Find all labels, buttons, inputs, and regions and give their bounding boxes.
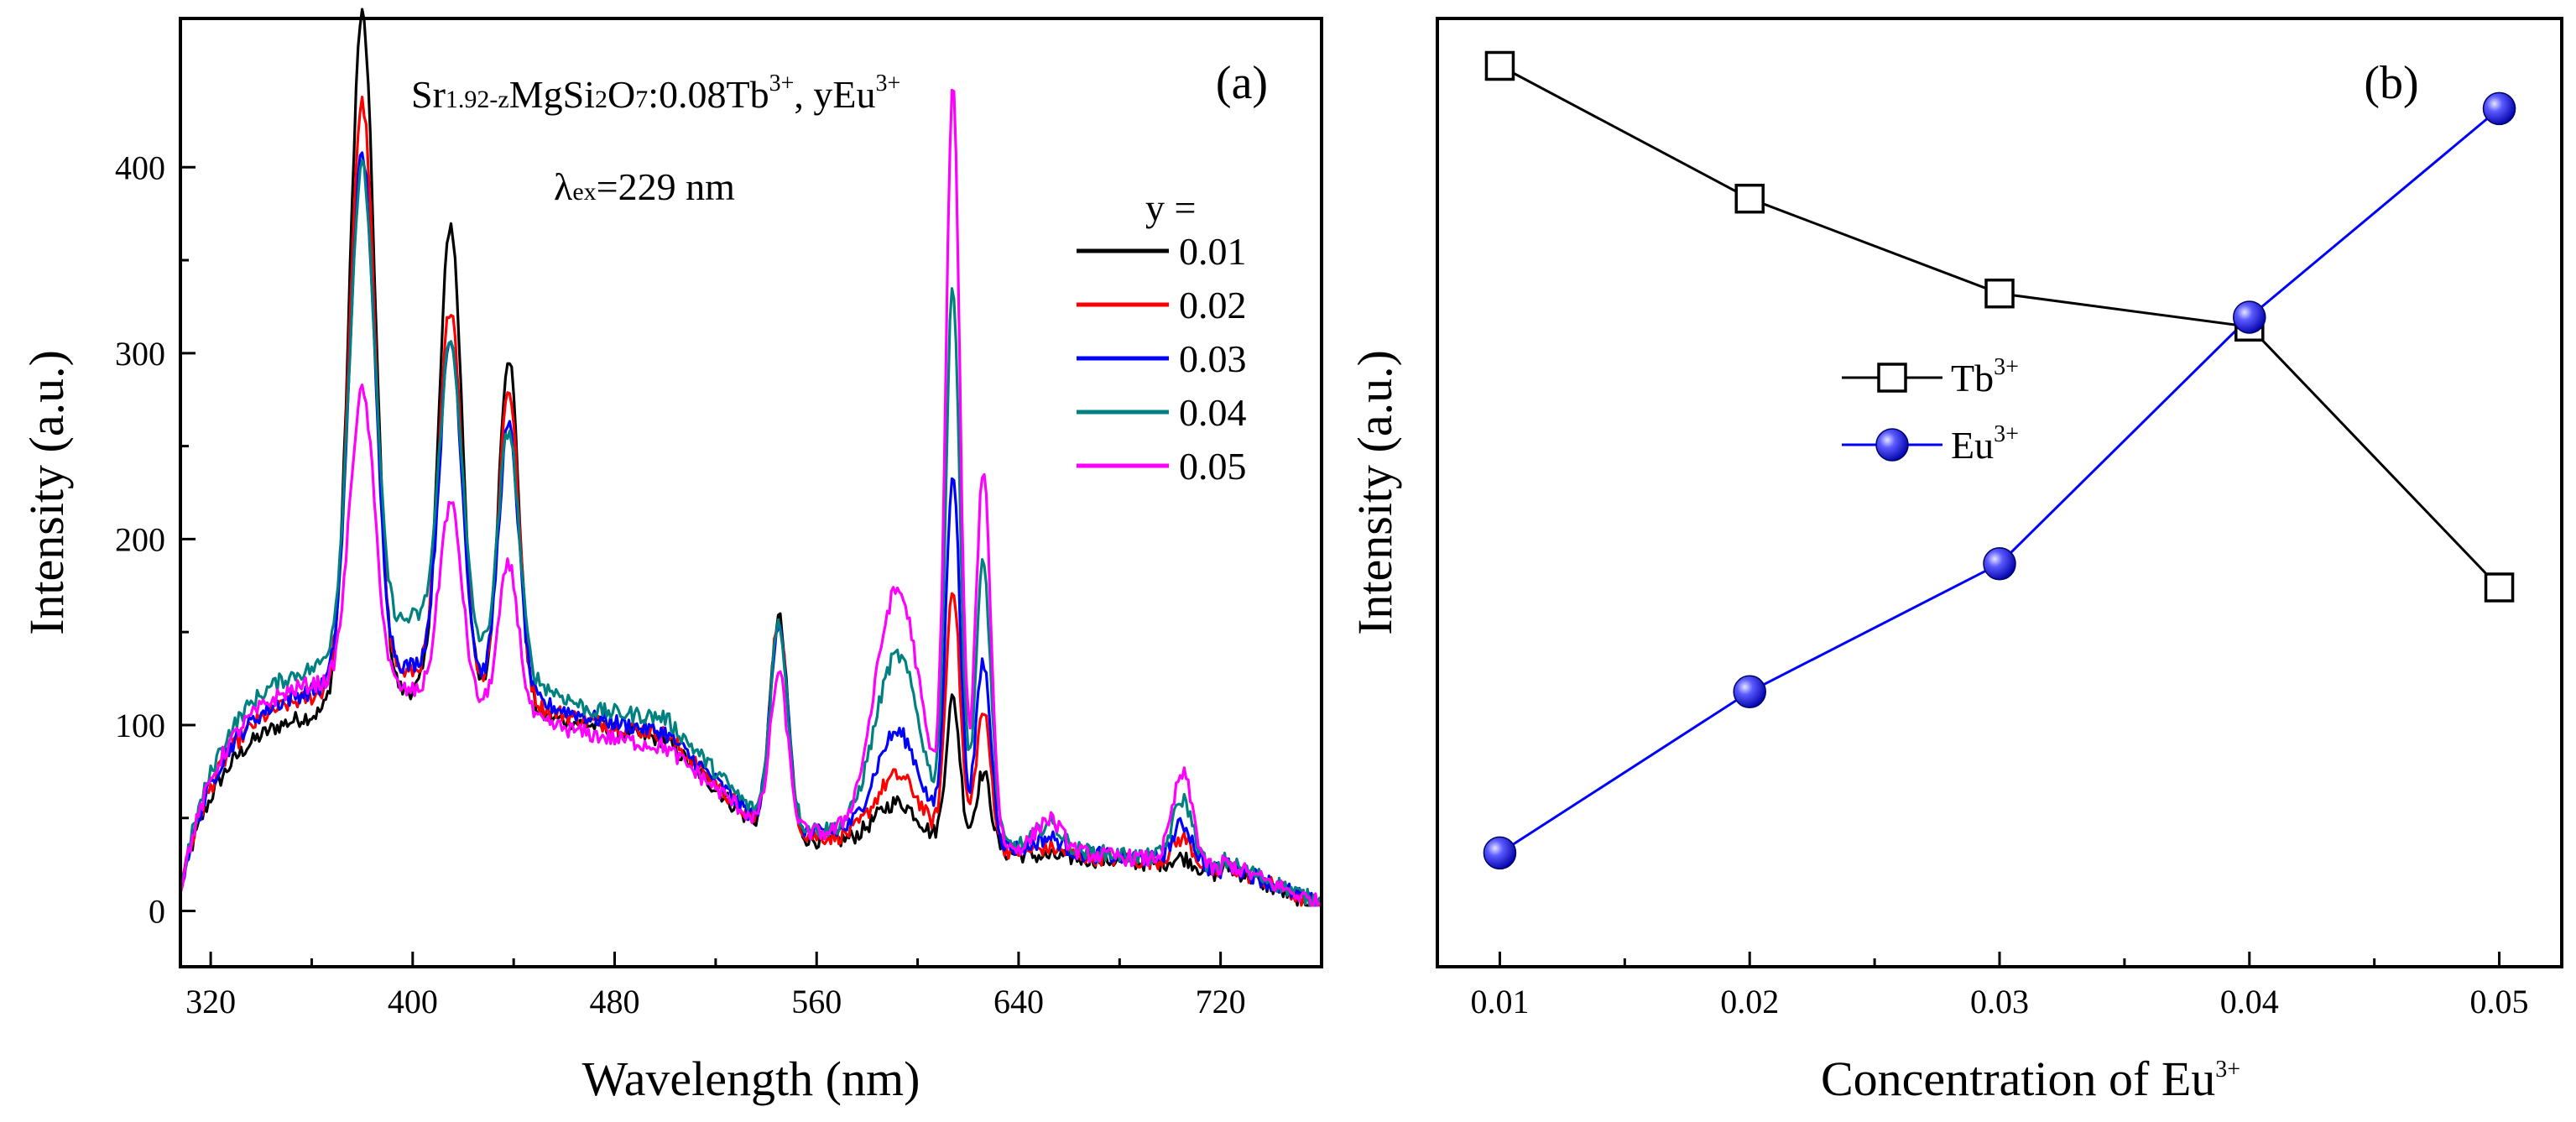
legend-label-0.02: 0.02	[1179, 284, 1247, 326]
x-tick-label: 0.02	[1720, 983, 1779, 1020]
x-tick-label: 0.01	[1470, 983, 1529, 1020]
series-line-Tb	[1499, 65, 2500, 589]
legend-label-0.01: 0.01	[1179, 230, 1247, 273]
legend-marker-square	[1877, 363, 1907, 393]
panel-b-label: (b)	[2364, 57, 2418, 109]
y-tick-label: 0	[149, 893, 165, 931]
x-tick-label: 640	[993, 983, 1044, 1020]
point-Eu	[1733, 675, 1766, 709]
x-tick-label: 480	[590, 983, 640, 1020]
panel-a-x-axis-title: Wavelength (nm)	[582, 1052, 920, 1106]
panel-b-y-axis-title: Intensity (a.u.)	[1348, 350, 1402, 635]
panel-b-series-group	[1483, 50, 2516, 870]
x-tick-label: 320	[185, 983, 236, 1020]
formula-annotation: Sr1.92-zMgSi2O7:0.08Tb3+, yEu3+	[411, 70, 900, 116]
x-tick-label: 720	[1196, 983, 1246, 1020]
panel-a-plot-frame	[179, 17, 1323, 968]
panel-b-concentration-chart: 0.01 0.02 0.03 0.04 0.05 Concentration of Eu…	[1348, 17, 2563, 1106]
panel-a-y-axis-title: Intensity (a.u.)	[19, 350, 74, 635]
legend-label-0.04: 0.04	[1179, 391, 1247, 434]
panel-a-spectrum-chart: 320 400 480 560 640 720 0 100 200 300 400 Wavelen…	[19, 8, 1323, 1106]
x-tick-label: 0.04	[2220, 983, 2279, 1020]
spectrum-series-group	[179, 8, 1323, 907]
point-Tb	[1984, 278, 2015, 309]
y-tick-label: 300	[115, 335, 165, 373]
panel-a-legend: 0.01 0.02 0.03 0.04 0.05	[1077, 230, 1247, 488]
point-Eu	[2233, 300, 2266, 334]
legend-label-Eu: Eu3+	[1951, 421, 2019, 467]
x-tick-label: 0.03	[1970, 983, 2029, 1020]
series-line-Eu	[1499, 107, 2500, 854]
panel-b-x-ticks: 0.01 0.02 0.03 0.04 0.05	[1470, 952, 2529, 1020]
point-Eu	[1483, 836, 1517, 870]
y-tick-label: 400	[115, 149, 165, 186]
x-tick-label: 560	[791, 983, 842, 1020]
x-tick-label: 0.05	[2470, 983, 2529, 1020]
panel-a-label: (a)	[1216, 57, 1268, 109]
panel-a-y-ticks: 0 100 200 300 400	[115, 149, 196, 931]
point-Tb	[1734, 183, 1765, 214]
panel-a-x-ticks: 320 400 480 560 640 720	[185, 952, 1323, 1020]
legend-label-Tb: Tb3+	[1951, 354, 2019, 399]
legend-label-0.03: 0.03	[1179, 337, 1247, 380]
y-tick-label: 200	[115, 520, 165, 558]
x-tick-label: 400	[388, 983, 438, 1020]
legend-label-0.05: 0.05	[1179, 445, 1247, 488]
series-line-0.01	[179, 8, 1323, 907]
legend-marker-sphere	[1875, 428, 1909, 462]
point-Tb	[1484, 50, 1515, 81]
series-line-0.05	[179, 88, 1322, 907]
excitation-annotation: λex=229 nm	[554, 165, 735, 208]
point-Eu	[1983, 547, 2016, 581]
panel-b-legend: Tb3+ Eu3+	[1842, 354, 2019, 467]
point-Tb	[2484, 572, 2515, 603]
panel-b-plot-frame	[1436, 17, 2563, 968]
panel-b-x-axis-title: Concentration of Eu3+	[1821, 1052, 2240, 1106]
y-tick-label: 100	[115, 707, 165, 744]
point-Eu	[2482, 91, 2516, 126]
legend-title: y =	[1145, 186, 1196, 229]
